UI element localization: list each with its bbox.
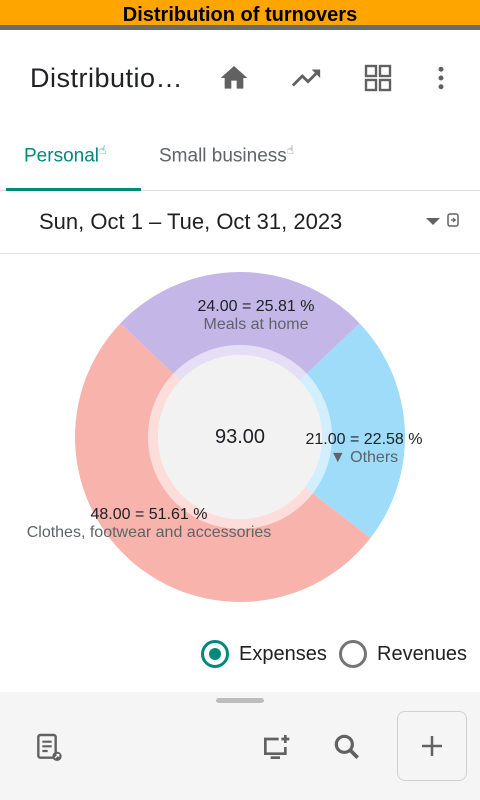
slice-label-clothes: 48.00 = 51.61 % Clothes, footwear and ac… bbox=[6, 506, 292, 542]
search-icon bbox=[334, 734, 359, 759]
pie-slice-2[interactable] bbox=[75, 323, 371, 602]
tab-small-business[interactable]: Small business☝ bbox=[159, 143, 294, 167]
date-dropdown-button[interactable] bbox=[424, 210, 464, 239]
pie-slice-inner-1 bbox=[299, 373, 332, 494]
date-range-selector[interactable]: Sun, Oct 1 – Tue, Oct 31, 2023 bbox=[0, 192, 480, 254]
drag-handle[interactable] bbox=[216, 698, 264, 703]
bottom-toolbar bbox=[0, 692, 480, 800]
tab-bar: Personal☝ Small business☝ bbox=[0, 125, 480, 191]
chart-total: 93.00 bbox=[214, 426, 266, 448]
add-to-queue-icon bbox=[264, 735, 290, 759]
tab-personal[interactable]: Personal☝ bbox=[24, 143, 106, 167]
tab-personal-label: Personal bbox=[24, 145, 99, 167]
pie-slice-1[interactable] bbox=[306, 323, 406, 538]
distribution-chart: 24.00 = 25.81 % Meals at home 21.00 = 22… bbox=[0, 254, 480, 634]
radio-circle bbox=[201, 640, 229, 668]
pie-slice-inner-0 bbox=[173, 345, 307, 381]
slice-name-others: ▼ Others bbox=[329, 449, 399, 466]
slice-label-others[interactable]: 21.00 = 22.58 % ▼ Others bbox=[292, 431, 436, 467]
home-button[interactable] bbox=[214, 58, 254, 98]
turnover-type-selector: Expenses Revenues bbox=[0, 636, 480, 680]
home-icon bbox=[220, 66, 248, 89]
add-chart-button[interactable] bbox=[256, 727, 296, 767]
dropdown-arrow-icon bbox=[426, 213, 459, 227]
plus-icon bbox=[422, 736, 442, 756]
slice-name-meals: Meals at home bbox=[203, 316, 309, 333]
radio-circle bbox=[339, 640, 367, 668]
more-vert-icon bbox=[438, 66, 444, 90]
touch-icon: ☝ bbox=[99, 143, 107, 157]
revenues-radio[interactable]: Revenues bbox=[339, 640, 467, 668]
date-range-text: Sun, Oct 1 – Tue, Oct 31, 2023 bbox=[39, 209, 343, 234]
search-button[interactable] bbox=[327, 727, 367, 767]
more-options-button[interactable] bbox=[421, 58, 461, 98]
banner-text: Distribution of turnovers bbox=[122, 4, 358, 26]
app-bar: Distribution of turnovers bbox=[0, 35, 480, 125]
slice-value-meals: 24.00 = 25.81 % bbox=[197, 298, 315, 315]
revenues-label: Revenues bbox=[377, 642, 468, 665]
report-button[interactable] bbox=[29, 727, 69, 767]
pie-slice-inner-2 bbox=[148, 373, 313, 529]
add-button[interactable] bbox=[397, 711, 467, 781]
grid-view-icon bbox=[364, 64, 392, 92]
slice-name-clothes: Clothes, footwear and accessories bbox=[26, 524, 272, 541]
donut-center bbox=[158, 355, 322, 519]
expenses-radio[interactable]: Expenses bbox=[201, 640, 327, 668]
grid-view-button[interactable] bbox=[358, 58, 398, 98]
slice-value-clothes: 48.00 = 51.61 % bbox=[90, 506, 208, 523]
donut-chart bbox=[75, 272, 406, 602]
pie-slice-0[interactable] bbox=[120, 272, 360, 374]
tab-small-business-label: Small business bbox=[159, 145, 287, 167]
tab-indicator bbox=[6, 188, 141, 191]
top-banner: Distribution of turnovers bbox=[0, 0, 480, 30]
slice-label-meals: 24.00 = 25.81 % Meals at home bbox=[176, 298, 336, 334]
slice-value-others: 21.00 = 22.58 % bbox=[305, 431, 423, 448]
page-title: Distribution of turnovers bbox=[30, 63, 185, 93]
trending-up-icon bbox=[291, 69, 321, 87]
report-icon bbox=[37, 733, 62, 761]
trend-button[interactable] bbox=[286, 58, 326, 98]
touch-icon: ☝ bbox=[286, 143, 295, 157]
expenses-label: Expenses bbox=[239, 642, 327, 665]
